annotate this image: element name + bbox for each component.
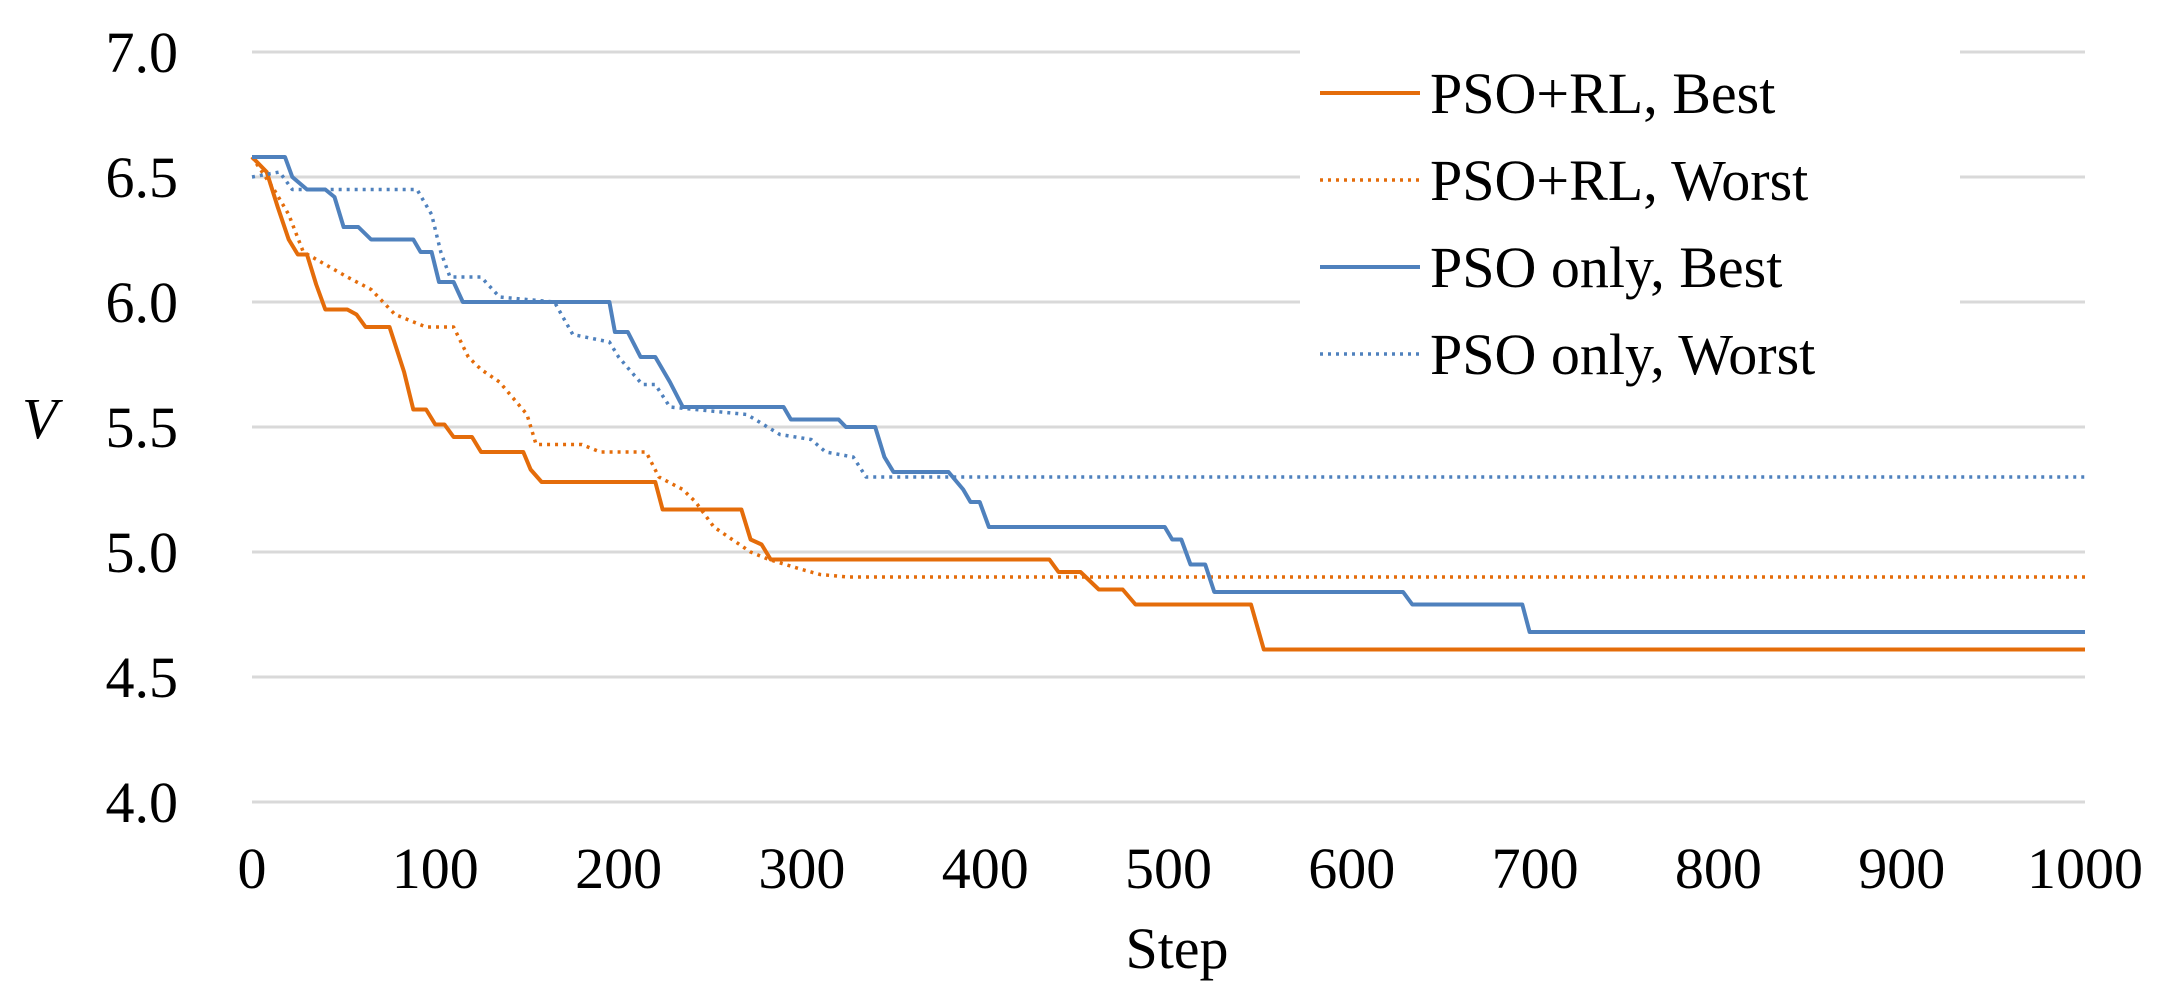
series-line-pso-only-worst (251, 170, 2085, 479)
y-tick-label: 4.0 (106, 770, 179, 835)
series-line-pso-rl-best (250, 155, 2085, 652)
x-tick-label: 100 (392, 836, 479, 901)
x-tick-label: 700 (1492, 836, 1579, 901)
series-lines (250, 155, 2085, 652)
y-tick-label: 4.5 (106, 645, 179, 710)
x-tick-label: 900 (1858, 836, 1945, 901)
legend-label: PSO only, Best (1430, 235, 1782, 300)
legend-label: PSO+RL, Worst (1430, 148, 1808, 213)
y-tick-label: 7.0 (106, 20, 179, 85)
x-tick-label: 800 (1675, 836, 1762, 901)
x-tick-label: 200 (575, 836, 662, 901)
x-axis-title: Step (1125, 916, 1228, 981)
series-line-pso-only-best (252, 155, 2085, 634)
y-axis-title: V (22, 386, 64, 451)
legend-background (1300, 48, 1960, 403)
x-tick-label: 1000 (2027, 836, 2143, 901)
x-tick-label: 300 (758, 836, 845, 901)
x-tick-label: 500 (1125, 836, 1212, 901)
y-tick-label: 5.0 (106, 520, 179, 585)
y-tick-label: 6.5 (106, 145, 179, 210)
legend: PSO+RL, Best PSO+RL, Worst PSO only, Best P… (1300, 48, 1960, 403)
y-tick-label: 5.5 (106, 395, 179, 460)
x-tick-label: 600 (1308, 836, 1395, 901)
legend-label: PSO only, Worst (1430, 322, 1815, 387)
x-tick-label: 400 (942, 836, 1029, 901)
legend-label: PSO+RL, Best (1430, 61, 1775, 126)
y-axis-tick-labels: 4.0 4.5 5.0 5.5 6.0 6.5 7.0 (106, 20, 179, 835)
y-tick-label: 6.0 (106, 270, 179, 335)
x-tick-label: 0 (238, 836, 267, 901)
x-axis-tick-labels: 0 100 200 300 400 500 600 700 800 900 1000 (238, 836, 2144, 901)
